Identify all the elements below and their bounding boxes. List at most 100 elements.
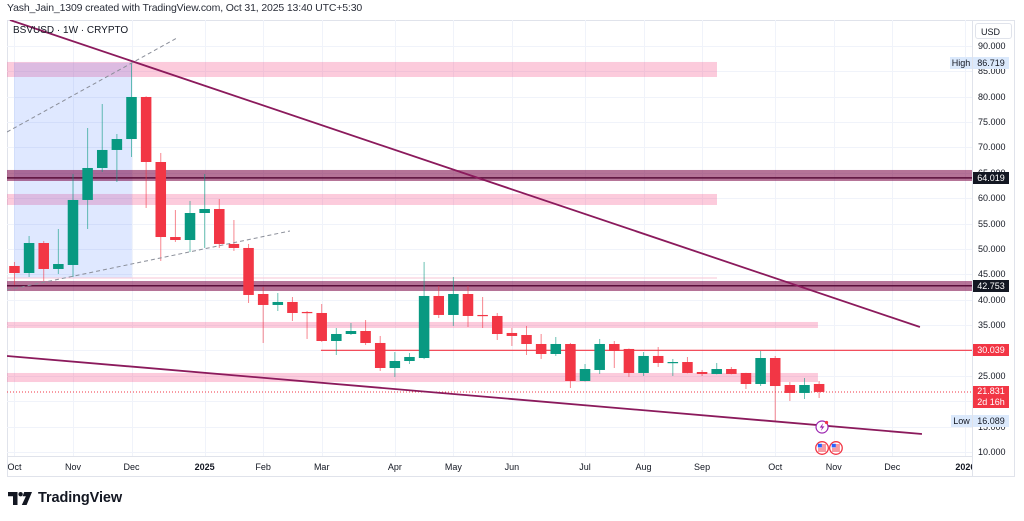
candle-body — [257, 294, 269, 305]
candle — [331, 328, 342, 356]
candle-body — [214, 208, 225, 244]
candle — [53, 228, 64, 275]
candle-body — [652, 355, 664, 363]
candle — [638, 352, 649, 376]
candle-body — [477, 314, 488, 317]
channel-upper-line[interactable] — [7, 37, 178, 133]
candle — [594, 338, 605, 374]
currency-button[interactable]: USD — [975, 23, 1012, 39]
trendlines-layer — [7, 20, 923, 435]
candle — [682, 356, 693, 374]
time-tick-label: Jul — [579, 462, 591, 472]
candle — [799, 377, 810, 400]
candle — [374, 335, 386, 371]
lightning-event-icon[interactable] — [815, 420, 829, 434]
candle-body — [243, 247, 254, 295]
candle — [67, 173, 79, 278]
candle-body — [638, 355, 649, 373]
candle-body — [696, 372, 708, 374]
candle-body — [82, 167, 93, 200]
candle-body — [111, 139, 123, 150]
zone-60[interactable] — [7, 193, 717, 205]
candle — [228, 220, 240, 251]
candle — [623, 348, 635, 377]
zone-25[interactable] — [7, 372, 818, 383]
low-value-tag: 16.089 — [973, 415, 1009, 428]
candle — [389, 352, 401, 377]
candle — [257, 286, 269, 343]
band-64[interactable] — [7, 169, 972, 181]
candle-body — [682, 362, 693, 373]
price-tick-label: 25.000 — [978, 370, 1006, 381]
chart-pane[interactable] — [7, 20, 972, 456]
price-tick-label: 85.000 — [978, 66, 1006, 77]
candle-body — [726, 369, 737, 374]
candle-body — [199, 208, 210, 214]
candle — [243, 243, 254, 303]
symbol-legend[interactable]: BSVUSD · 1W · CRYPTO — [13, 25, 129, 36]
candle — [9, 261, 20, 285]
candle-body — [140, 96, 152, 163]
candle-body — [418, 295, 430, 359]
us-flag-event-icon[interactable] — [828, 441, 843, 455]
candle-body — [491, 315, 503, 334]
us-flag-event-icon[interactable] — [815, 441, 829, 455]
candle — [404, 352, 415, 364]
candle-body — [740, 372, 752, 384]
candle-body — [360, 331, 371, 343]
candle-body — [462, 294, 474, 316]
zone-35[interactable] — [7, 321, 818, 329]
price-tick-label: 55.000 — [978, 218, 1006, 229]
chart-frame — [7, 20, 1015, 477]
time-tick-label: Apr — [387, 462, 402, 472]
candle-body — [784, 384, 796, 393]
candle — [38, 240, 49, 282]
candle-body — [316, 312, 327, 341]
high-label: High — [950, 56, 972, 69]
candle-body — [389, 360, 401, 368]
time-tick-label: Feb — [255, 462, 271, 472]
candles-layer — [9, 62, 825, 422]
price-tick-label: 70.000 — [978, 142, 1006, 153]
descending-resistance-line[interactable] — [9, 20, 921, 328]
price-tick-label: 75.000 — [978, 117, 1006, 128]
candle — [184, 200, 196, 252]
level-price-tag: 30.039 — [973, 344, 1009, 357]
candle-body — [404, 356, 415, 361]
candle — [506, 328, 518, 346]
candle — [301, 311, 313, 339]
price-tick-label: 60.000 — [978, 193, 1006, 204]
tradingview-logo-icon — [8, 491, 32, 505]
candle-body — [609, 343, 620, 351]
time-tick-label: Aug — [635, 462, 652, 472]
candle — [813, 380, 825, 398]
time-axis[interactable]: Oct Nov Dec 2025 Feb Mar Apr May Jun Jul Aug Sep Oct… — [7, 457, 972, 476]
time-tick-label: Sep — [694, 462, 711, 472]
candle-body — [535, 343, 547, 354]
candle — [579, 363, 591, 382]
candle-body — [448, 294, 459, 315]
candle — [82, 127, 93, 229]
level-price-tag: 64.019 — [973, 171, 1009, 184]
channel-lower-line[interactable] — [7, 230, 291, 291]
candle — [287, 296, 298, 322]
zone-86[interactable] — [7, 61, 717, 77]
candle-body — [23, 242, 35, 273]
candle-body — [711, 369, 722, 374]
candle — [418, 261, 430, 360]
price-tick-label: 90.000 — [978, 40, 1006, 51]
candle-body — [67, 199, 79, 265]
low-label: Low — [951, 415, 972, 428]
candle — [272, 292, 284, 312]
candle-body — [565, 343, 576, 381]
candle — [711, 362, 722, 375]
price-tick-label: 10.000 — [978, 446, 1006, 457]
candle-body — [126, 96, 137, 140]
tradingview-logo[interactable]: TradingView — [8, 487, 122, 509]
candle — [726, 366, 737, 375]
candle — [535, 333, 547, 359]
candle-body — [579, 369, 591, 381]
descending-support-line[interactable] — [7, 355, 923, 435]
candle — [199, 173, 210, 248]
